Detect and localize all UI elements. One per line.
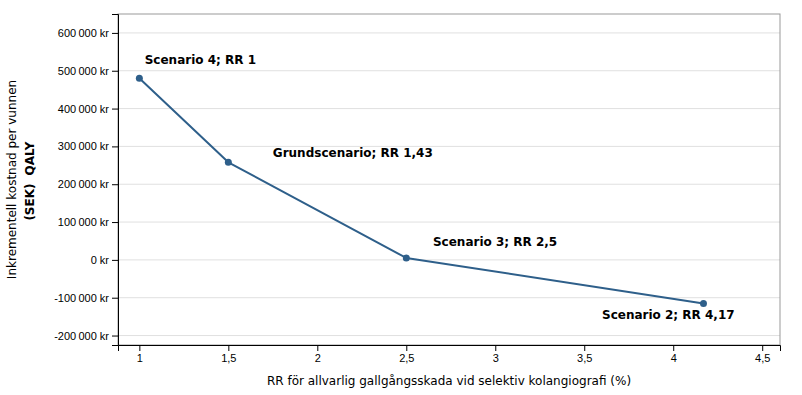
tick-mark bbox=[228, 345, 229, 351]
tick-label: -200 000 kr bbox=[54, 330, 109, 342]
tick: -200 000 kr bbox=[54, 330, 118, 342]
tick-mark bbox=[495, 345, 496, 351]
tick-mark bbox=[673, 345, 674, 351]
x-axis-label: RR för allvarlig gallgångsskada vid sele… bbox=[267, 374, 631, 388]
tick-mark bbox=[112, 260, 118, 261]
grid bbox=[118, 33, 780, 336]
annotations: Scenario 4; RR 1 Grundscenario; RR 1,43 Sc… bbox=[145, 53, 735, 322]
tick-label: -100 000 kr bbox=[54, 292, 109, 304]
tick-mark bbox=[762, 345, 763, 351]
tick: -100 000 kr bbox=[54, 292, 118, 304]
x-axis: 1 1,5 2 2,5 3 3,5 4 4,5 bbox=[119, 345, 781, 364]
tick: 600 000 kr bbox=[58, 27, 118, 39]
tick: 300 000 kr bbox=[58, 140, 118, 152]
grid-line bbox=[118, 335, 780, 336]
tick: 2 bbox=[315, 345, 321, 364]
annotation: Scenario 3; RR 2,5 bbox=[433, 235, 557, 249]
point bbox=[136, 75, 143, 82]
tick: 4 bbox=[671, 345, 677, 364]
tick: 200 000 kr bbox=[58, 178, 118, 190]
tick-mark bbox=[406, 345, 407, 351]
tick-mark bbox=[112, 222, 118, 223]
grid-line bbox=[118, 146, 780, 147]
tick-mark bbox=[112, 298, 118, 299]
tick-label: 500 000 kr bbox=[58, 65, 109, 77]
tick-mark bbox=[112, 33, 118, 34]
annotation: Scenario 4; RR 1 bbox=[145, 53, 256, 67]
tick-label: 3 bbox=[493, 352, 499, 364]
tick-label: 400 000 kr bbox=[58, 103, 109, 115]
annotation: Scenario 2; RR 4,17 bbox=[602, 308, 735, 322]
tick: 1,5 bbox=[221, 345, 236, 364]
tick-label: 2,5 bbox=[399, 352, 414, 364]
tick-label: 4 bbox=[671, 352, 677, 364]
tick-label: 3,5 bbox=[577, 352, 592, 364]
tick: 4,5 bbox=[755, 345, 770, 364]
point bbox=[403, 254, 410, 261]
tick-label: 2 bbox=[315, 352, 321, 364]
tick-mark bbox=[139, 345, 140, 351]
series bbox=[136, 75, 707, 307]
tick-label: 600 000 kr bbox=[58, 27, 109, 39]
grid-line bbox=[118, 222, 780, 223]
axis-line bbox=[112, 15, 119, 346]
chart: 1 1,5 2 2,5 3 3,5 4 4,5 -200 000 kr -100 000 kr 0 … bbox=[0, 0, 802, 395]
axis-line bbox=[119, 346, 781, 352]
line bbox=[139, 78, 703, 303]
tick: 3,5 bbox=[577, 345, 592, 364]
tick-mark bbox=[112, 109, 118, 110]
tick-label: 0 kr bbox=[91, 254, 110, 266]
plot: 1 1,5 2 2,5 3 3,5 4 4,5 -200 000 kr -100 000 kr 0 … bbox=[54, 14, 780, 364]
grid-line bbox=[118, 259, 780, 260]
tick-label: 300 000 kr bbox=[58, 140, 109, 152]
tick-mark bbox=[112, 71, 118, 72]
tick-mark bbox=[112, 336, 118, 337]
annotation: Grundscenario; RR 1,43 bbox=[273, 146, 433, 160]
tick-label: 1,5 bbox=[221, 352, 236, 364]
tick-label: 1 bbox=[137, 352, 143, 364]
tick-label: 100 000 kr bbox=[58, 216, 109, 228]
point bbox=[225, 159, 232, 166]
y-axis-label: (SEK) bbox=[23, 184, 37, 221]
grid-line bbox=[118, 184, 780, 185]
tick-label: 200 000 kr bbox=[58, 178, 109, 190]
tick: 2,5 bbox=[399, 345, 414, 364]
tick-label: 4,5 bbox=[755, 352, 770, 364]
grid-line bbox=[118, 70, 780, 71]
tick: 3 bbox=[493, 345, 499, 364]
tick: 100 000 kr bbox=[58, 216, 118, 228]
tick: 1 bbox=[137, 345, 143, 364]
tick: 500 000 kr bbox=[58, 65, 118, 77]
tick: 0 kr bbox=[91, 254, 118, 266]
y-axis: -200 000 kr -100 000 kr 0 kr 100 000 kr 200 … bbox=[54, 15, 118, 346]
grid-line bbox=[118, 108, 780, 109]
grid-line bbox=[118, 297, 780, 298]
y-axis-label: QALY bbox=[23, 141, 37, 175]
tick-mark bbox=[584, 345, 585, 351]
tick-mark bbox=[112, 184, 118, 185]
tick: 400 000 kr bbox=[58, 103, 118, 115]
point bbox=[700, 300, 707, 307]
plot-frame bbox=[118, 14, 780, 345]
tick-mark bbox=[317, 345, 318, 351]
y-axis-label: Inkrementell kostnad per vunnen bbox=[5, 80, 19, 279]
grid-line bbox=[118, 32, 780, 33]
tick-mark bbox=[112, 146, 118, 147]
